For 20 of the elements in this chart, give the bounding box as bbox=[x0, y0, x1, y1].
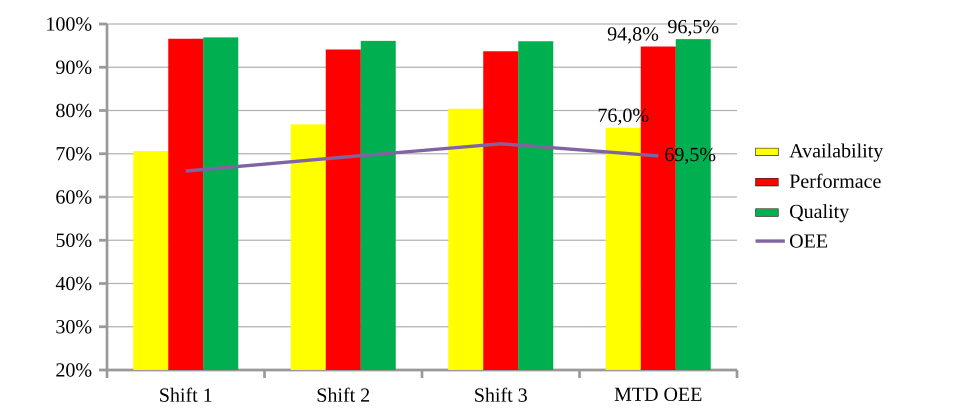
x-tick-label: Shift 2 bbox=[318, 388, 370, 402]
legend-label: OEE bbox=[790, 234, 828, 248]
y-tick-label: 100% bbox=[47, 17, 92, 31]
line-series bbox=[184, 142, 660, 173]
data-label: 96,5% bbox=[668, 20, 718, 36]
y-tick-label: 40% bbox=[56, 276, 92, 290]
y-tick-label: 60% bbox=[56, 190, 92, 204]
x-tick-label: Shift 1 bbox=[160, 388, 212, 402]
legend-label: Availability bbox=[789, 143, 884, 162]
x-tick-label: Shift 3 bbox=[475, 388, 527, 402]
data-label: 94,8% bbox=[608, 27, 658, 44]
y-tick-label: 90% bbox=[56, 60, 92, 74]
y-tick-label: 70% bbox=[56, 146, 92, 161]
x-tick-label: MTD OEE bbox=[614, 388, 702, 402]
y-tick-label: 50% bbox=[56, 233, 92, 248]
y-tick-label: 80% bbox=[56, 104, 92, 118]
y-tick-label: 20% bbox=[56, 363, 92, 377]
legend-label: Performace bbox=[790, 174, 881, 188]
y-tick-label: 30% bbox=[56, 320, 92, 334]
legend-label: Quality bbox=[790, 204, 850, 222]
